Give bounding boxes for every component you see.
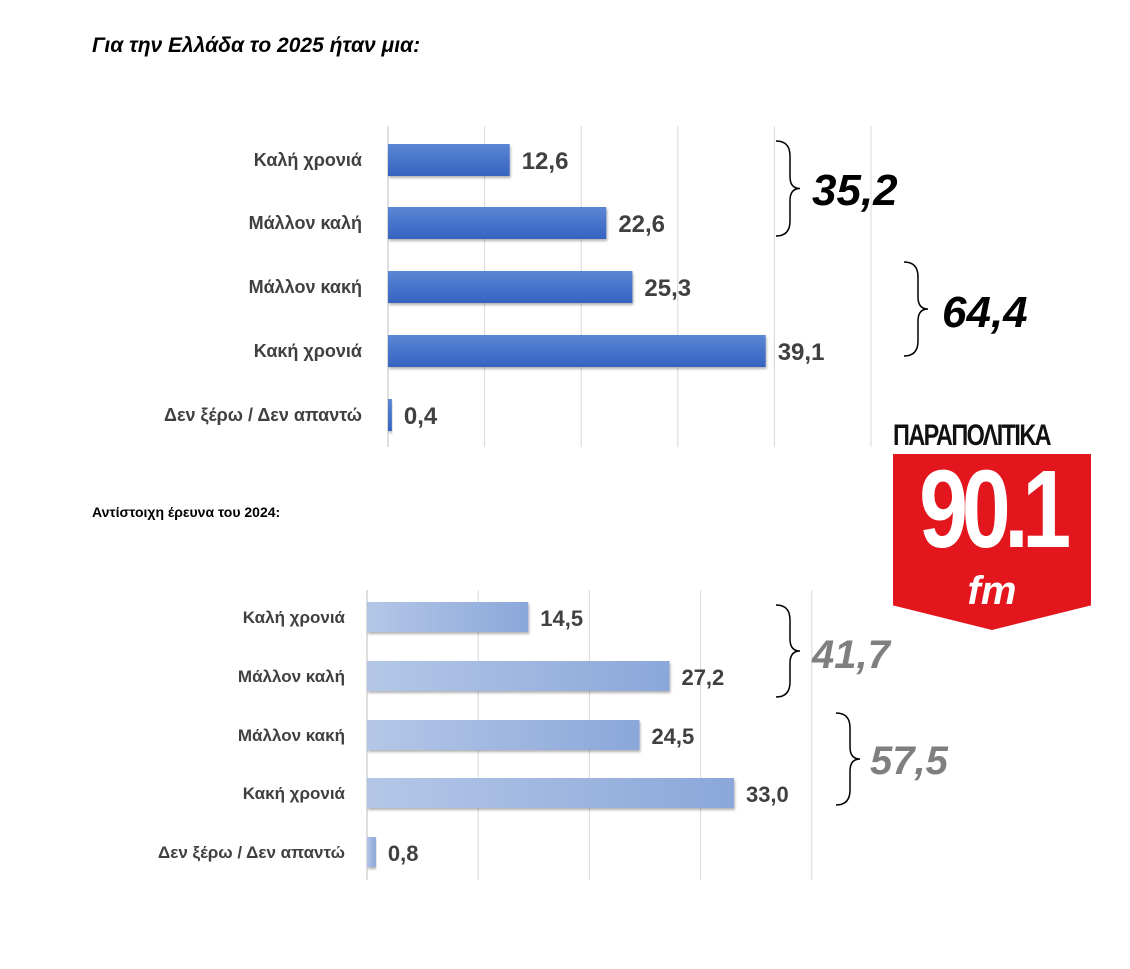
category-label: Κακή χρονιά	[254, 341, 362, 361]
bar	[388, 207, 607, 239]
category-label: Δεν ξέρω / Δεν απαντώ	[158, 843, 345, 862]
group-bracket	[775, 140, 801, 237]
chart-0: Καλή χρονιά 12,6 Μάλλον καλή 22,6 Μάλλον κακ…	[164, 126, 1028, 447]
data-label: 25,3	[644, 275, 691, 302]
category-label: Καλή χρονιά	[254, 150, 362, 170]
bar	[367, 661, 670, 691]
group-bracket	[835, 712, 861, 806]
category-label: Δεν ξέρω / Δεν απαντώ	[164, 405, 362, 426]
data-label: 0,8	[388, 841, 419, 866]
category-label: Μάλλον καλή	[238, 667, 345, 686]
parapolitika-logo: ΠΑΡΑΠΟΛΙΤΙΚΑ 90.1 fm	[893, 420, 1091, 630]
bar	[388, 335, 766, 367]
data-label: 33,0	[746, 782, 789, 807]
group-total-label: 35,2	[812, 166, 898, 215]
logo-fm: fm	[967, 569, 1017, 613]
data-label: 27,2	[681, 665, 724, 690]
category-label: Μάλλον κακή	[238, 726, 345, 745]
data-label: 12,6	[522, 148, 569, 175]
data-label: 39,1	[778, 339, 825, 366]
chart-title-2025: Για την Ελλάδα το 2025 ήταν μια:	[92, 34, 421, 57]
bar	[367, 778, 734, 808]
category-label: Μάλλον κακή	[249, 277, 362, 297]
category-label: Μάλλον καλή	[249, 213, 362, 233]
group-bracket	[775, 604, 801, 698]
bar	[388, 271, 633, 303]
chart-title-2024: Αντίστοιχη έρευνα του 2024:	[92, 504, 281, 520]
group-bracket	[903, 261, 929, 357]
chart-1: Καλή χρονιά 14,5 Μάλλον καλή 27,2 Μάλλον κακ…	[158, 590, 949, 880]
group-total-label: 41,7	[811, 633, 892, 677]
bar	[388, 399, 392, 431]
data-label: 0,4	[404, 403, 438, 430]
data-label: 14,5	[540, 606, 583, 631]
group-total-label: 64,4	[942, 288, 1028, 337]
bar	[367, 837, 376, 867]
bar	[367, 720, 640, 750]
bar	[388, 144, 510, 176]
group-total-label: 57,5	[870, 739, 949, 783]
data-label: 24,5	[651, 724, 694, 749]
bar	[367, 602, 529, 632]
logo-shield: 90.1 fm	[893, 454, 1091, 630]
data-label: 22,6	[618, 211, 665, 238]
logo-number: 90.1	[919, 448, 1071, 571]
logo-top-text: ΠΑΡΑΠΟΛΙΤΙΚΑ	[893, 419, 1052, 452]
category-label: Κακή χρονιά	[243, 784, 346, 803]
category-label: Καλή χρονιά	[243, 608, 346, 627]
